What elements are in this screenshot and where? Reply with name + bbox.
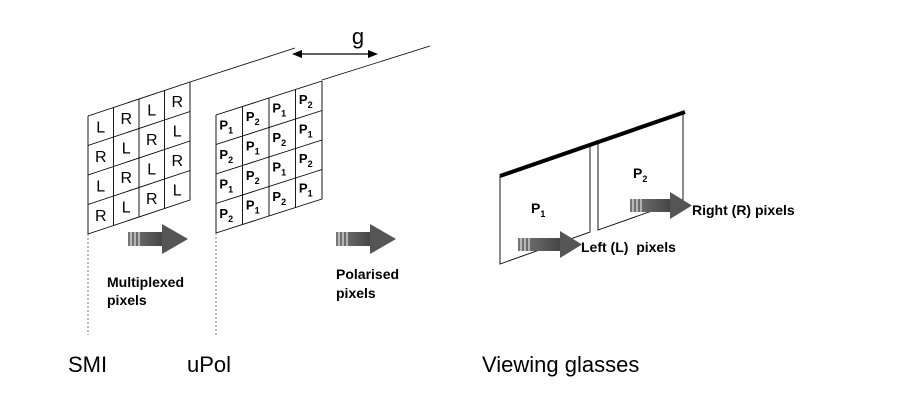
upol-cell-label: P1 (246, 198, 260, 216)
smi-caption-line1: Multiplexed (107, 274, 184, 290)
upol-cell-label: P1 (272, 160, 286, 178)
upol-cell-label: P2 (246, 168, 260, 186)
smi-cell-label: R (146, 132, 158, 149)
smi-cell-label: R (146, 191, 158, 208)
smi-panel: L R L RR L R LL R L RR L R L Multiplexed pixels SMI (68, 81, 191, 377)
perspective-line-upol (321, 45, 431, 81)
upol-arrow (336, 224, 396, 254)
smi-arrow (128, 224, 188, 254)
smi-pixel-grid: L R L RR L R LL R L RR L R L (87, 81, 191, 235)
upol-cell-label: P1 (299, 122, 313, 140)
smi-caption-line2: pixels (107, 292, 147, 308)
gap-dimension: g (292, 24, 378, 58)
upol-cell-label: P1 (219, 118, 233, 136)
upol-cell-label: P2 (246, 109, 260, 127)
smi-cell-label: R (95, 149, 107, 166)
right-lens-arrow (630, 192, 692, 219)
left-lens-arrow (518, 231, 582, 258)
upol-caption-line1: Polarised (336, 266, 399, 282)
smi-label: SMI (68, 352, 107, 377)
smi-cell-label: R (95, 208, 107, 225)
smi-cell-label: L (173, 124, 182, 141)
upol-cell-label: P2 (219, 206, 233, 224)
upol-cell-label: P1 (272, 101, 286, 119)
smi-cell-label: R (171, 94, 183, 111)
left-lens (499, 144, 591, 265)
gap-label: g (352, 24, 364, 49)
upol-pixel-grid: P1 P2 P1 P2 P2 P1 P2 P1 P1 P2 P1 P2 P2 P1 P2 P1 (215, 80, 323, 234)
upol-cell-label: P2 (219, 147, 233, 165)
smi-cell-label: L (147, 162, 156, 179)
smi-cell-label: R (120, 111, 132, 128)
glasses-label: Viewing glasses (482, 352, 639, 377)
smi-cell-label: R (171, 153, 183, 170)
upol-cell-label: P2 (299, 92, 313, 110)
smi-cell-label: L (96, 179, 105, 196)
smi-cell-label: R (120, 170, 132, 187)
smi-cell-label: L (173, 183, 182, 200)
viewing-glasses: P1 P2 Left (L) pixels Right (R) pixels V… (482, 110, 795, 377)
smi-cell-label: L (122, 141, 131, 158)
upol-cell-label: P1 (219, 177, 233, 195)
right-lens-caption: Right (R) pixels (692, 202, 795, 218)
smi-cell-label: L (147, 103, 156, 120)
upol-cell-label: P1 (299, 181, 313, 199)
left-lens-caption: Left (L) pixels (581, 239, 676, 255)
upol-cell-label: P1 (246, 139, 260, 157)
perspective-line-smi (189, 47, 296, 83)
upol-cell-label: P2 (299, 151, 313, 169)
upol-panel: P1 P2 P1 P2 P2 P1 P2 P1 P1 P2 P1 P2 P2 P1 P2 P1 Polaris… (187, 80, 399, 377)
upol-cell-label: P2 (272, 130, 286, 148)
upol-cell-label: P2 (272, 189, 286, 207)
left-lens-label: P1 (531, 200, 545, 219)
smi-cell-label: L (96, 120, 105, 137)
right-lens-label: P2 (633, 165, 647, 184)
upol-label: uPol (187, 352, 231, 377)
smi-cell-label: L (122, 200, 131, 217)
upol-caption-line2: pixels (336, 285, 376, 301)
